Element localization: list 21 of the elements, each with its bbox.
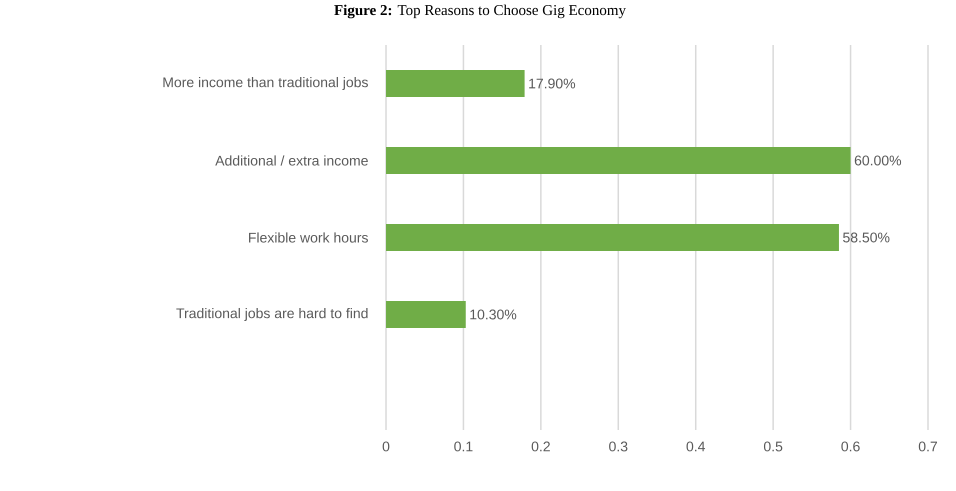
bar xyxy=(386,300,466,328)
data-label: 58.50% xyxy=(843,232,890,242)
x-tick-label: 0.1 xyxy=(454,442,472,452)
x-tick-label: 0.2 xyxy=(532,442,550,452)
bar xyxy=(386,224,839,251)
data-label: 17.90% xyxy=(529,78,576,88)
y-tick-label: Traditional jobs are hard to find xyxy=(176,308,368,322)
y-tick-label: Flexible work hours xyxy=(249,232,368,243)
data-label: 60.00% xyxy=(854,156,902,166)
x-tick-label: 0.3 xyxy=(609,442,628,452)
x-tick-label: 0.7 xyxy=(918,442,938,452)
x-tick-label: 0.4 xyxy=(686,442,706,452)
y-tick-label: More income than traditional jobs xyxy=(163,76,368,90)
bar xyxy=(386,70,525,97)
x-tick-label: 0.5 xyxy=(764,442,782,452)
x-tick-label: 0.6 xyxy=(841,442,860,452)
bar xyxy=(386,146,851,174)
data-label: 10.30% xyxy=(470,310,516,320)
y-tick-label: Additional / extra income xyxy=(215,155,368,166)
chart-title: Figure 2: Top Reasons to Choose Gig Economy xyxy=(334,4,626,18)
x-tick-label: 0 xyxy=(382,442,390,452)
